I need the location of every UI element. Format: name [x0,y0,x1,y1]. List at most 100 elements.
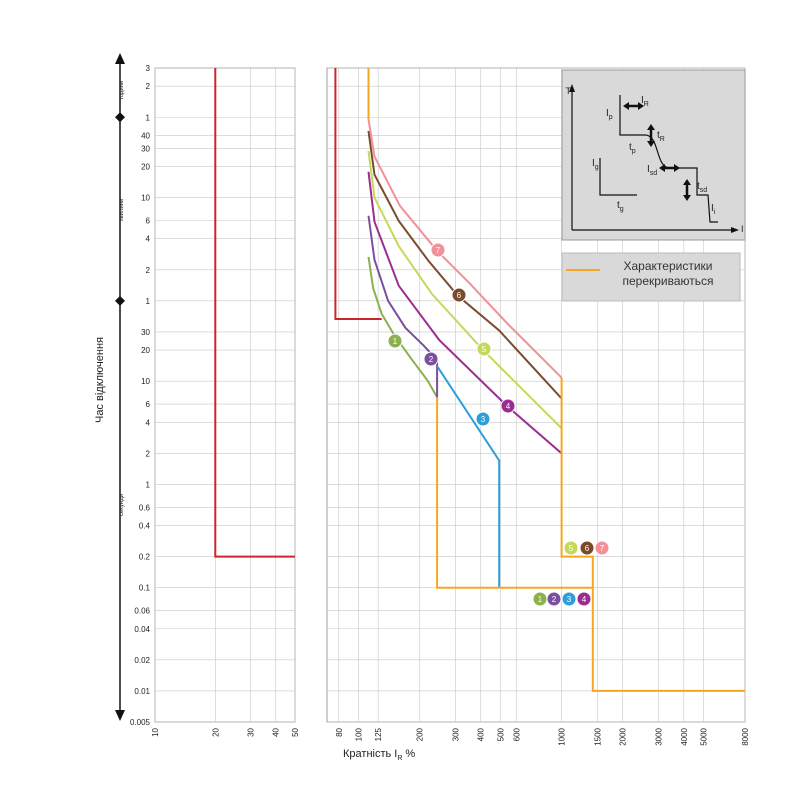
y-unit-label: години [119,81,125,100]
y-tick-label: 30 [141,144,150,153]
x-tick-label: 80 [335,727,344,736]
inset-label-main: t [617,200,620,211]
inset-label-main: t [697,181,700,192]
arrow-head [674,164,680,172]
curve-badge-label: 7 [436,246,441,255]
inset-curve [619,95,718,223]
arrow-head [638,102,644,110]
curve-badge [563,540,579,556]
y-tick-label: 0.04 [134,625,150,634]
inset-label-sub: R [660,136,665,143]
y-tick-label: 4 [146,418,151,427]
y-tick-label: 0.6 [139,503,151,512]
legend-box [561,252,741,302]
y-tick-label: 0.2 [139,553,151,562]
x-tick-label: 200 [416,727,425,741]
y-tick-label: 0.4 [139,522,151,531]
series-line [214,68,295,558]
curve-badge-label: 4 [582,595,587,604]
inset-label-main: I [592,158,595,169]
arrow-head [569,84,575,92]
inset-label-sub: p [609,114,613,121]
x-title-unit: % [405,748,415,760]
curve-badge-label: 1 [393,337,398,346]
curve-badge-label: 6 [585,544,590,553]
y-tick-label: 0.005 [130,718,151,727]
y-tick-label: 0.01 [134,687,150,696]
y-axis-title: Час відключення [94,337,106,423]
arrow-head [115,710,125,721]
inset-label: IR [641,95,649,108]
curve-badge [423,351,439,367]
inset-label: Isd [647,164,657,177]
y-tick-label: 4 [146,235,151,244]
x-tick-label: 600 [513,727,522,741]
y-tick-label: 6 [146,400,151,409]
y-tick-label: 20 [141,346,150,355]
x-axis-title: Кратність IR% [343,748,415,762]
inset-label: tg [617,200,624,213]
x-tick-label: 1000 [558,727,567,745]
inset-axis-label: I [741,224,744,234]
y-tick-label: 0.06 [134,607,150,616]
curve-badge [576,591,592,607]
inset-label-main: t [657,130,660,141]
series-line [367,130,563,400]
y-tick-label: 1 [146,297,151,306]
x-tick-label: 1500 [593,727,602,745]
y-tick-label: 0.02 [134,656,150,665]
divider [115,112,125,123]
x-tick-label: 125 [374,727,383,741]
inset-label-sub: R [644,101,649,108]
arrow-head [647,141,655,147]
curve-badge-label: 5 [482,345,487,354]
curve-badge-label: 1 [538,595,543,604]
y-unit-label: секунди [119,494,125,516]
inset-label-sub: g [595,164,599,171]
y-tick-label: 20 [141,163,150,172]
curve-badge-label: 5 [569,544,574,553]
curve-badge [451,287,467,303]
curve-badge-label: 3 [481,415,486,424]
x-tick-label: 50 [291,727,300,736]
x-tick-label: 2000 [619,727,628,745]
curve-badge [594,540,610,556]
curve-badge [476,341,492,357]
inset-label-main: I [606,108,609,119]
series-line [367,150,563,430]
y-tick-label: 1 [146,480,151,489]
curve-badge [561,591,577,607]
x-tick-label: 5000 [700,727,709,745]
x-tick-label: 400 [477,727,486,741]
x-tick-label: 3000 [654,727,663,745]
curve-badge [387,333,403,349]
arrow-head [647,124,655,130]
inset-label-main: I [711,203,714,214]
inset-label-sub: p [632,148,636,155]
y-tick-label: 2 [146,449,151,458]
inset-label-main: t [629,142,632,153]
x-title-text: Кратність I [343,748,397,760]
y-tick-label: 10 [141,377,150,386]
arrow-head [623,102,629,110]
curve-badge [500,398,516,414]
y-tick-label: 0.1 [139,584,151,593]
inset-label: Ip [606,108,613,121]
inset-label: Ii [711,203,716,216]
legend-label: Характеристики перекриваються [622,259,714,288]
y-tick-label: 1 [146,113,151,122]
plot-area [154,67,296,723]
inset-label: Ig [592,158,599,171]
y-tick-label: 2 [146,82,151,91]
y-tick-label: 3 [146,64,151,73]
y-unit-label: хвилини [119,198,125,221]
x-tick-label: 40 [272,727,281,736]
x-tick-label: 8000 [741,727,750,745]
curve-badge-label: 4 [506,402,511,411]
inset-label-main: I [641,95,644,106]
y-tick-label: 6 [146,217,151,226]
x-tick-label: 300 [451,727,460,741]
curve-badge-label: 2 [552,595,557,604]
inset-label: tR [657,130,665,143]
inset-box [561,69,746,241]
